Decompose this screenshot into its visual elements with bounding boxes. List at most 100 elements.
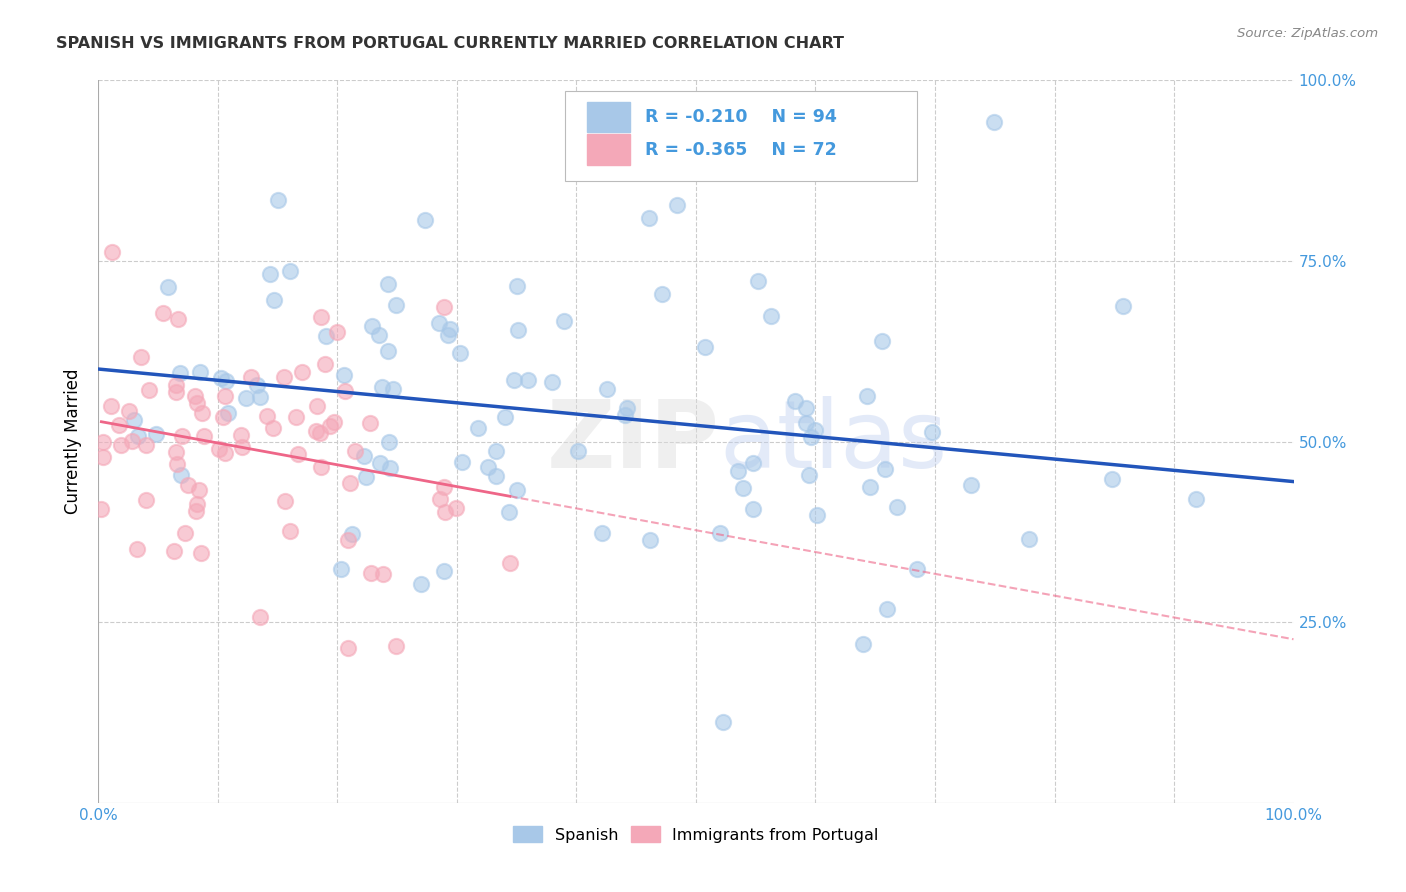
Point xyxy=(246,378,269,392)
Point xyxy=(353,449,375,463)
Point xyxy=(651,287,673,301)
Point xyxy=(108,417,131,432)
Text: R = -0.365    N = 72: R = -0.365 N = 72 xyxy=(644,141,837,159)
Point xyxy=(907,562,929,576)
Point xyxy=(437,327,460,342)
Point xyxy=(799,468,821,483)
Point xyxy=(110,438,132,452)
Point xyxy=(859,480,882,494)
Point xyxy=(214,446,236,460)
Point xyxy=(377,344,399,359)
Point xyxy=(231,428,253,442)
Point xyxy=(135,493,157,508)
Point xyxy=(167,312,190,326)
Point xyxy=(240,369,263,384)
Legend: Spanish, Immigrants from Portugal: Spanish, Immigrants from Portugal xyxy=(506,820,886,849)
Point xyxy=(157,280,180,294)
Point xyxy=(960,477,983,491)
Point xyxy=(741,456,763,470)
Point xyxy=(494,410,516,425)
Point xyxy=(333,368,356,382)
Point xyxy=(429,492,451,507)
Point xyxy=(477,460,499,475)
Point xyxy=(409,577,432,591)
Point xyxy=(176,478,198,492)
Point xyxy=(806,508,828,523)
Point xyxy=(381,382,404,396)
Point xyxy=(267,193,290,207)
Point xyxy=(122,413,145,427)
Point xyxy=(368,328,391,343)
Point xyxy=(855,389,877,403)
Point xyxy=(616,401,638,415)
Point xyxy=(187,483,209,497)
Point xyxy=(152,305,174,319)
Point xyxy=(921,425,943,440)
Point xyxy=(450,346,472,360)
Point xyxy=(800,430,823,444)
Point xyxy=(121,434,143,448)
Point xyxy=(614,408,637,422)
Point xyxy=(339,475,361,490)
Point xyxy=(638,211,661,225)
Point xyxy=(323,415,346,429)
Point xyxy=(231,440,253,454)
Point xyxy=(217,406,239,420)
Point xyxy=(325,326,347,340)
Point xyxy=(214,389,236,403)
Point xyxy=(127,428,149,442)
Point xyxy=(709,526,731,541)
Point xyxy=(354,470,377,484)
Point xyxy=(336,641,359,656)
Point xyxy=(184,389,207,403)
Point xyxy=(378,434,401,449)
Point xyxy=(742,502,765,516)
Point xyxy=(451,455,474,469)
Point xyxy=(249,390,271,404)
Point xyxy=(359,416,381,430)
Point xyxy=(794,417,817,431)
Point xyxy=(135,438,157,452)
Point xyxy=(983,115,1005,129)
Point xyxy=(852,637,875,651)
Point xyxy=(235,391,257,405)
Point xyxy=(541,376,564,390)
Point xyxy=(733,481,755,495)
Point xyxy=(263,293,285,308)
Point xyxy=(567,444,589,458)
Point xyxy=(91,450,114,465)
Point xyxy=(214,375,236,389)
Point xyxy=(165,378,187,392)
Point xyxy=(173,525,195,540)
Point xyxy=(499,556,522,570)
Point xyxy=(259,267,281,281)
Point xyxy=(278,264,301,278)
Point xyxy=(209,371,232,385)
Point xyxy=(747,274,769,288)
Y-axis label: Currently Married: Currently Married xyxy=(65,368,83,515)
Point xyxy=(433,505,456,519)
Point xyxy=(170,468,193,483)
Point xyxy=(693,340,716,354)
Point xyxy=(315,329,337,343)
Point xyxy=(274,493,297,508)
Point xyxy=(873,461,896,475)
Point xyxy=(100,399,122,413)
Point xyxy=(285,410,308,425)
Point xyxy=(100,245,122,260)
Point xyxy=(666,197,689,211)
Point xyxy=(262,421,284,435)
Point xyxy=(304,425,326,439)
Point xyxy=(190,546,212,560)
Point xyxy=(596,382,619,396)
Point xyxy=(503,373,526,387)
Point xyxy=(785,393,807,408)
Bar xyxy=(588,135,630,165)
Point xyxy=(184,503,207,517)
Point xyxy=(125,542,148,557)
Point xyxy=(886,500,908,514)
Point xyxy=(166,457,188,471)
Point xyxy=(759,309,782,323)
Point xyxy=(506,483,529,497)
Point xyxy=(340,526,363,541)
